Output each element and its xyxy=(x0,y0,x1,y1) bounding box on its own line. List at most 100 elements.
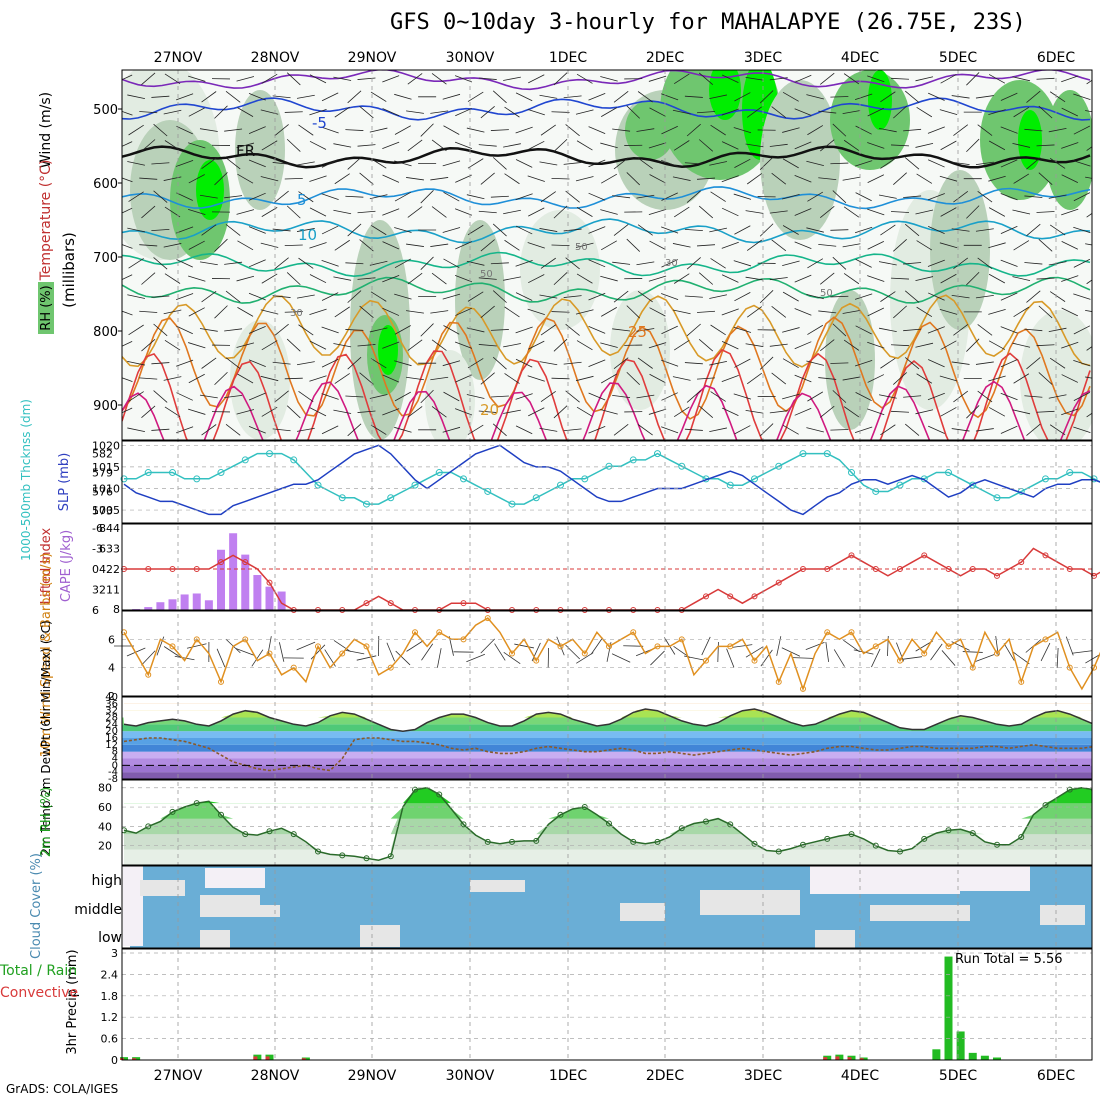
wind-barb xyxy=(903,262,922,265)
wind-barb xyxy=(122,110,133,116)
wind-barb xyxy=(977,190,993,203)
wind-barb xyxy=(951,294,970,299)
wind-barb xyxy=(636,394,655,399)
tick-label-thickness: 573 xyxy=(92,504,113,517)
rh2m-point xyxy=(122,827,127,834)
wind-barb xyxy=(820,72,835,85)
thickness-point xyxy=(363,500,370,508)
wind-barb xyxy=(188,373,205,384)
wind-barb xyxy=(794,74,812,83)
wind-barb xyxy=(951,95,970,99)
wind-barb xyxy=(467,224,484,236)
wind-barb xyxy=(347,423,362,437)
wind-barb xyxy=(637,91,653,103)
wind-barb xyxy=(600,275,618,282)
wind-barb xyxy=(141,205,156,219)
wind-barb xyxy=(272,428,291,432)
wind-barb xyxy=(407,339,423,351)
wind-barb xyxy=(420,389,434,404)
rh-band xyxy=(124,787,1092,835)
wind-barb xyxy=(915,342,934,348)
wind-barb xyxy=(830,229,849,231)
wind-barb xyxy=(382,208,400,216)
wind-barb xyxy=(539,161,558,166)
date-label-bottom: 6DEC xyxy=(1037,1068,1076,1084)
cape-bar xyxy=(253,575,262,610)
wind-barb xyxy=(649,373,666,384)
wind-barb xyxy=(890,211,910,213)
rh2m-point xyxy=(1018,833,1025,840)
isotherm-0 xyxy=(122,70,1091,91)
wind-barb xyxy=(880,224,896,236)
wind-barb xyxy=(673,140,690,151)
wind-barb xyxy=(1061,374,1079,383)
wind-barb xyxy=(528,340,545,350)
wind-barb xyxy=(490,262,509,265)
wind-barb xyxy=(1012,209,1031,215)
upper-air-frame xyxy=(121,69,1093,441)
wind-barb xyxy=(141,272,156,285)
lifted-index-point xyxy=(1018,559,1025,566)
wind-barb xyxy=(455,374,472,383)
wind-barb xyxy=(880,291,896,302)
wind-barb xyxy=(347,290,362,303)
surface-wind-barb xyxy=(611,653,631,663)
date-label-top: 5DEC xyxy=(939,50,978,66)
wind-speed-point xyxy=(363,643,370,650)
wind-barb xyxy=(759,356,774,370)
tick-label-pressure: 900 xyxy=(93,399,118,414)
axis-title-wind10m: 10m Wind Speed & Barbs (m/s) xyxy=(39,553,54,758)
wind-barb xyxy=(153,190,168,203)
rh-shade-24 xyxy=(1020,310,1092,440)
tick-label-pressure: 700 xyxy=(93,251,118,266)
thickness-point xyxy=(557,481,564,489)
wind-barb xyxy=(953,190,969,203)
wind-barb xyxy=(153,257,168,270)
lifted-index-point xyxy=(775,579,782,586)
wind-barb xyxy=(746,173,763,185)
wind-barb xyxy=(551,177,570,180)
wind-barb xyxy=(527,308,545,316)
wind-barb xyxy=(661,93,679,101)
wind-barb xyxy=(225,224,241,236)
wind-barb xyxy=(248,326,266,334)
wind-barb xyxy=(953,324,969,336)
wind-barb xyxy=(284,177,303,180)
tick-label-pressure: 600 xyxy=(93,177,118,192)
isotherm-5 xyxy=(122,251,1091,278)
temp-line xyxy=(123,708,1092,732)
date-label-bottom: 5DEC xyxy=(939,1068,978,1084)
wind-barb xyxy=(794,241,812,250)
precip-conv-bar xyxy=(301,1058,306,1060)
wind-barb xyxy=(1073,93,1091,100)
axis-title-lifted-index: Lifted Index xyxy=(39,527,54,604)
wind-barb xyxy=(454,341,473,349)
wind-barb xyxy=(369,194,388,200)
cloud-clear-block xyxy=(123,866,143,946)
wind-barb xyxy=(176,359,194,367)
wind-barb xyxy=(128,391,144,402)
precip-conv-bar xyxy=(823,1057,828,1060)
wind-barb xyxy=(225,357,241,370)
wind-barb xyxy=(818,310,837,314)
wind-barb xyxy=(878,194,897,199)
wind-barb xyxy=(122,74,133,81)
wind-barb xyxy=(296,94,315,99)
wind-barb xyxy=(369,260,388,266)
surface-wind-barb xyxy=(386,642,395,662)
wind-barb xyxy=(248,226,266,234)
wind-barb xyxy=(1036,410,1055,413)
wind-barb xyxy=(176,125,193,135)
wind-barb xyxy=(977,390,993,403)
precip-conv-bar xyxy=(847,1057,852,1060)
wind-barb xyxy=(382,108,400,117)
wind-barb xyxy=(357,144,376,147)
wind-barb xyxy=(588,226,606,234)
surface-wind-barb xyxy=(356,655,377,661)
chart-title: GFS 0~10day 3-hourly for MAHALAPYE (26.7… xyxy=(390,10,1026,35)
rh-shade-9 xyxy=(520,210,600,330)
wind-barb xyxy=(1085,243,1092,246)
wind-speed-point xyxy=(775,678,782,685)
wind-barb xyxy=(236,409,255,415)
wind-barb xyxy=(733,127,752,134)
